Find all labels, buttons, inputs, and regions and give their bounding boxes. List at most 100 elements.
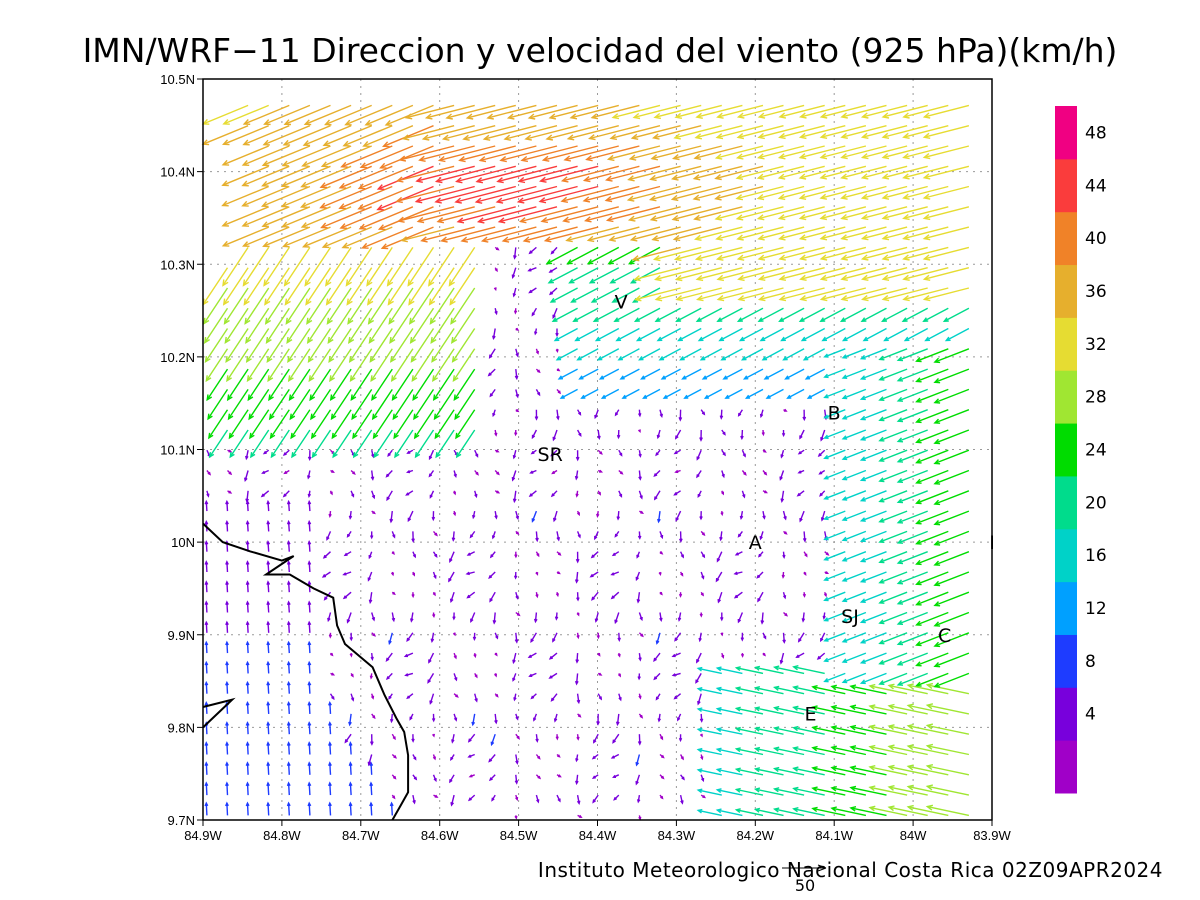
wind-vector [881,165,928,180]
wind-vector [596,632,600,640]
wind-vector [244,287,270,325]
wind-vector [674,632,682,642]
wind-vector [566,125,619,141]
wind-vector [515,733,520,740]
wind-vector [878,469,908,483]
wind-vector [559,388,578,399]
wind-vector [675,287,722,302]
wind-vector [715,246,764,261]
wind-vector [736,226,784,241]
wind-vector [671,652,681,658]
wind-vector [514,429,518,437]
wind-vector [494,632,499,640]
wind-vector [488,571,496,579]
wind-vector [458,145,516,163]
wind-vector [859,449,887,461]
wind-vector [841,652,867,663]
wind-vector [245,620,250,633]
wind-vector [675,307,702,322]
wind-vector [491,794,496,802]
wind-vector [556,774,562,778]
wind-vector [840,267,887,281]
wind-vector [429,693,435,705]
wind-vector [658,348,681,361]
wind-vector [896,672,928,686]
wind-vector [261,469,269,474]
wind-vector [878,348,908,361]
wind-vector [783,611,788,617]
wind-vector [266,560,271,573]
wind-vector [475,165,537,184]
reference-arrow-head [817,864,827,872]
wind-vector [409,287,435,325]
wind-vector [792,786,825,796]
wind-vector [648,185,702,202]
wind-vector [840,165,887,180]
wind-vector [798,165,846,180]
wind-vector [393,409,414,440]
wind-vector [207,409,229,440]
wind-vector [431,328,455,363]
wind-vector [806,388,826,399]
wind-vector [286,560,291,573]
wind-vector [428,449,435,461]
wind-vector [266,640,271,654]
wind-vector [840,145,887,160]
wind-vector [902,206,949,221]
wind-vector [535,368,541,374]
wind-vector [487,368,496,377]
wind-vector [266,781,271,796]
wind-vector [245,560,250,573]
wind-vector [860,145,908,160]
wind-vector [721,429,726,436]
wind-vector [515,592,519,600]
wind-vector [841,409,867,420]
wind-vector [424,104,475,120]
wind-vector [227,470,233,476]
wind-vector [203,287,229,325]
wind-vector [550,246,558,255]
wind-vector [428,267,455,306]
wind-vector [672,145,722,161]
wind-vector [804,368,826,380]
wind-vector [762,632,767,640]
wind-vector [405,490,414,496]
wind-vector [878,510,908,523]
wind-vector [608,226,661,242]
wind-vector [327,307,352,344]
wind-vector [411,531,415,543]
wind-vector [715,808,743,817]
wind-vector [680,774,685,781]
wind-vector [925,764,970,776]
wind-vector [437,145,496,163]
wind-vector [606,145,661,162]
wind-vector [933,449,970,465]
wind-vector [391,368,414,402]
wind-vector [819,145,867,160]
wind-vector [772,685,805,695]
wind-vector [552,632,558,643]
wind-vector [671,672,681,677]
colorbar-swatch [1055,317,1077,371]
wind-vector [535,794,540,804]
wind-vector [341,226,393,249]
wind-vector [572,307,599,322]
wind-vector [467,753,475,758]
wind-vector [868,744,908,756]
wind-vector [350,469,356,475]
wind-vector [204,620,209,633]
wind-vector [245,761,250,775]
wind-vector [565,226,619,243]
wind-vector [637,734,642,746]
wind-vector [896,591,928,605]
wind-vector [887,724,928,735]
y-tick-label: 9.8N [168,720,195,735]
wind-vector [868,785,908,796]
wind-vector [307,680,312,694]
wind-vector [225,499,229,512]
wind-vector [289,389,311,421]
wind-vector [799,287,846,302]
wind-vector [330,469,335,473]
wind-vector [433,794,439,798]
wind-vector [933,510,970,526]
